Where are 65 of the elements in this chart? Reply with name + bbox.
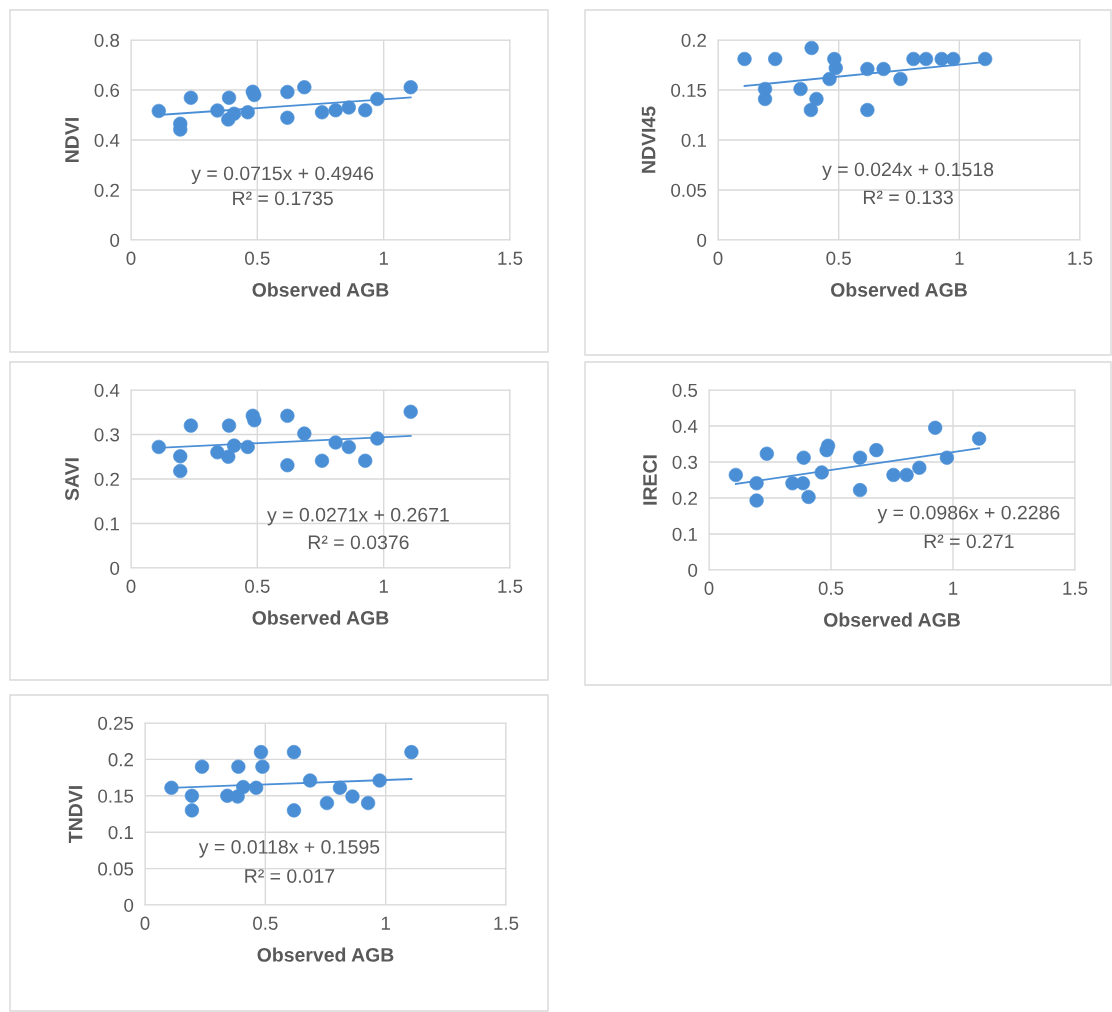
- y-tick-label: 0.05: [98, 862, 134, 876]
- x-tick-label: 1: [379, 579, 388, 593]
- y-axis-title: SAVI: [65, 458, 79, 501]
- y-tick-label: 0.4: [94, 133, 120, 147]
- x-tick-label: 0.5: [245, 579, 270, 593]
- x-axis-title: Observed AGB: [257, 947, 394, 962]
- x-tick-label: 1: [949, 581, 958, 595]
- y-axis-title: NDVI45: [641, 106, 656, 173]
- y-tick-label: 0: [124, 898, 134, 912]
- x-axis-title: Observed AGB: [252, 610, 389, 625]
- y-tick-label: 0.25: [98, 716, 134, 730]
- y-tick-label: 0.2: [94, 183, 119, 197]
- y-tick-label: 0.1: [681, 133, 706, 147]
- annotation: y = 0.0986x + 0.2286: [877, 505, 1060, 524]
- y-axis-title: IRECI: [643, 455, 657, 505]
- y-tick-label: 0: [697, 233, 707, 247]
- annotation: y = 0.0271x + 0.2671: [267, 507, 449, 526]
- x-tick-label: 1.5: [494, 916, 519, 930]
- x-axis-title: Observed AGB: [831, 282, 967, 297]
- x-tick-label: 0.5: [826, 251, 851, 265]
- x-tick-label: 1.5: [1068, 251, 1093, 265]
- y-tick-label: 0: [110, 233, 120, 247]
- annotation: R² = 0.1735: [233, 191, 333, 206]
- y-tick-label: 0: [110, 561, 120, 575]
- x-tick-label: 0.5: [253, 916, 278, 930]
- x-tick-label: 0.5: [245, 251, 270, 265]
- y-tick-label: 0.3: [672, 455, 698, 469]
- x-tick-label: 1: [379, 251, 388, 265]
- y-tick-label: 0.1: [94, 517, 119, 531]
- y-tick-label: 0.5: [672, 383, 698, 397]
- x-tick-label: 1: [381, 916, 390, 930]
- y-tick-label: 0.3: [94, 428, 120, 442]
- x-tick-label: 0.5: [818, 581, 844, 595]
- y-axis-title: TNDVI: [68, 786, 83, 843]
- x-tick-label: 1.5: [498, 579, 523, 593]
- y-tick-label: 0: [688, 563, 698, 577]
- y-tick-label: 0.8: [94, 33, 120, 47]
- y-tick-label: 0.15: [98, 789, 134, 803]
- point: [319, 795, 335, 811]
- x-tick-label: 1.5: [498, 251, 523, 265]
- annotation: R² = 0.0376: [308, 535, 409, 550]
- y-tick-label: 0.2: [672, 491, 697, 505]
- annotation: y = 0.0118x + 0.1595: [198, 840, 380, 858]
- x-tick-label: 1.5: [1063, 581, 1088, 595]
- y-tick-label: 0.2: [94, 472, 119, 486]
- x-axis-title: Observed AGB: [824, 612, 960, 627]
- y-tick-label: 0.4: [672, 419, 698, 433]
- y-tick-label: 0.2: [681, 33, 706, 47]
- y-tick-label: 0.15: [671, 83, 707, 97]
- x-tick-label: 0: [713, 251, 723, 265]
- y-axis-title: NDVI: [65, 118, 79, 162]
- x-tick-label: 1: [955, 251, 964, 265]
- annotation: R² = 0.133: [863, 190, 953, 205]
- annotation: y = 0.024x + 0.1518: [822, 162, 994, 181]
- y-tick-label: 0.05: [671, 183, 707, 197]
- x-axis-title: Observed AGB: [252, 282, 389, 297]
- annotation: y = 0.0715x + 0.4946: [191, 166, 374, 185]
- annotation: R² = 0.017: [245, 869, 335, 883]
- y-tick-label: 0.2: [108, 753, 133, 767]
- y-tick-label: 0.4: [94, 383, 120, 397]
- y-tick-label: 0.1: [108, 825, 133, 840]
- y-tick-label: 0.6: [94, 83, 120, 97]
- x-tick-label: 0: [140, 916, 150, 930]
- y-tick-label: 0.1: [672, 527, 697, 541]
- annotation: R² = 0.271: [924, 534, 1014, 549]
